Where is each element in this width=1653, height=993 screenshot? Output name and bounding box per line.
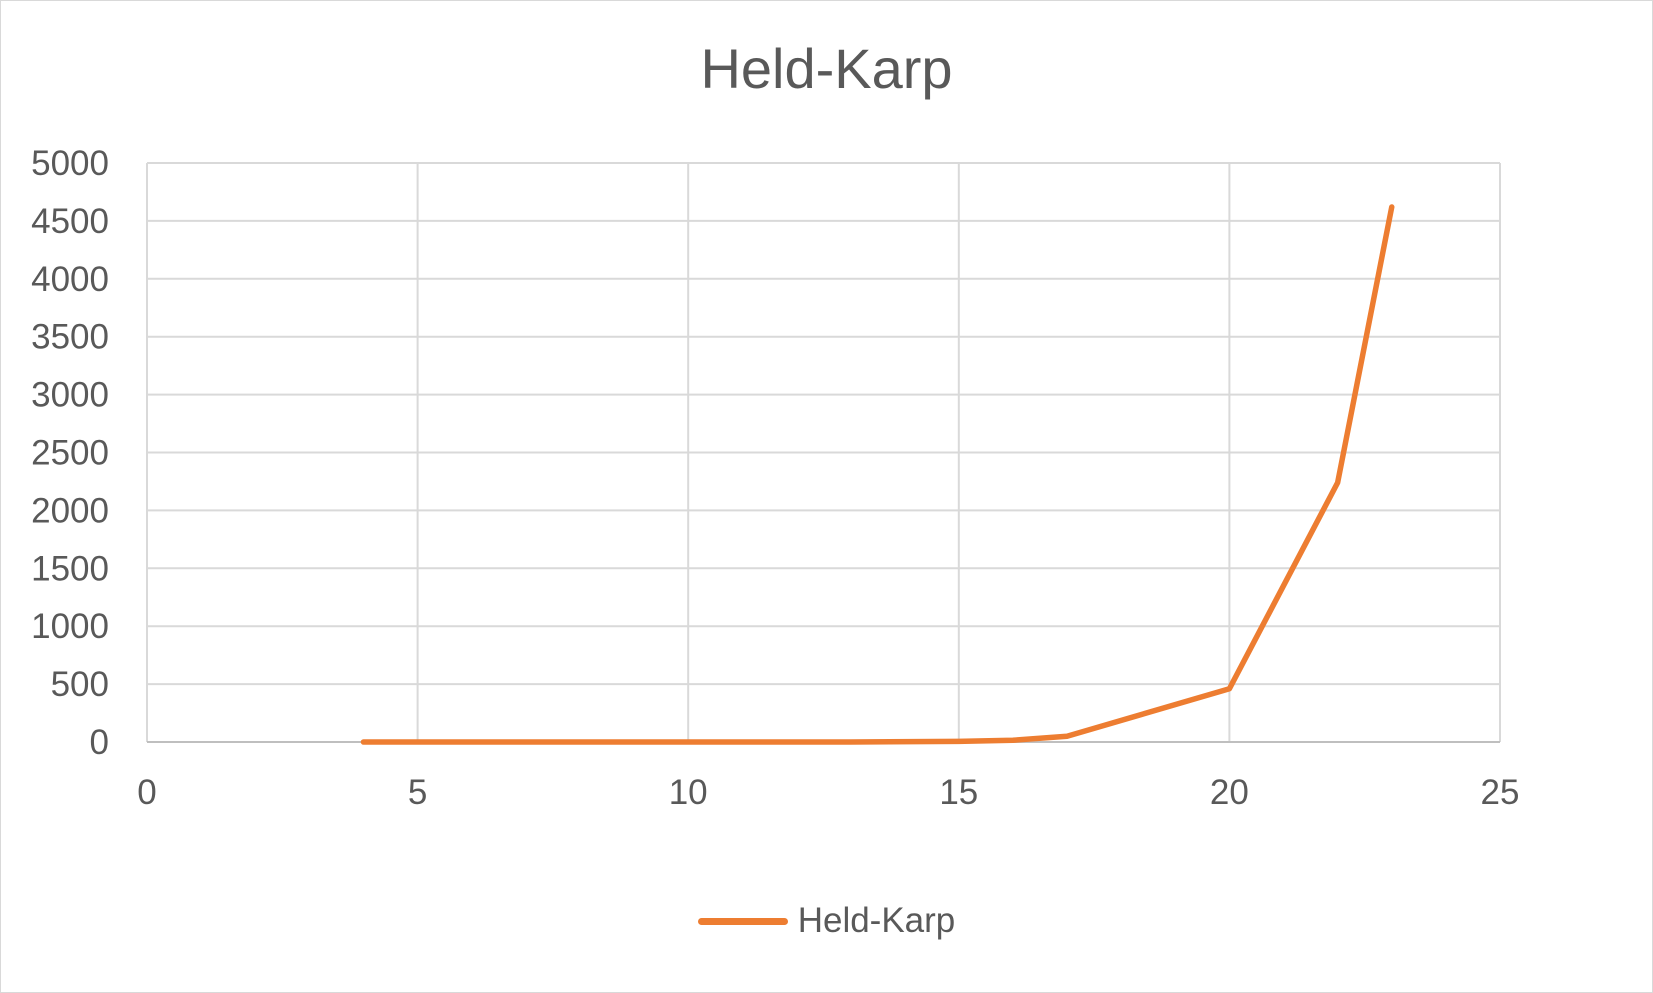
x-tick-label: 10 xyxy=(669,773,708,812)
y-tick-label: 0 xyxy=(90,723,109,762)
legend-label: Held-Karp xyxy=(797,901,956,940)
x-tick-label: 0 xyxy=(137,773,156,812)
legend-item: Held-Karp xyxy=(697,901,956,941)
x-tick-label: 25 xyxy=(1481,773,1520,812)
y-tick-label: 4500 xyxy=(31,202,109,241)
y-tick-label: 1500 xyxy=(31,549,109,588)
x-tick-label: 5 xyxy=(408,773,427,812)
y-tick-label: 2000 xyxy=(31,491,109,530)
y-tick-label: 3500 xyxy=(31,318,109,357)
y-tick-label: 2500 xyxy=(31,434,109,473)
y-tick-label: 3000 xyxy=(31,376,109,415)
chart-title: Held-Karp xyxy=(700,37,953,100)
chart-legend: Held-Karp xyxy=(1,901,1652,941)
y-tick-label: 5000 xyxy=(31,144,109,183)
x-tick-label: 15 xyxy=(939,773,978,812)
x-tick-label: 20 xyxy=(1210,773,1249,812)
y-tick-label: 4000 xyxy=(31,260,109,299)
series-line-held-karp xyxy=(360,204,1395,745)
y-tick-label: 1000 xyxy=(31,607,109,646)
legend-swatch xyxy=(697,917,788,925)
y-tick-label: 500 xyxy=(51,665,109,704)
